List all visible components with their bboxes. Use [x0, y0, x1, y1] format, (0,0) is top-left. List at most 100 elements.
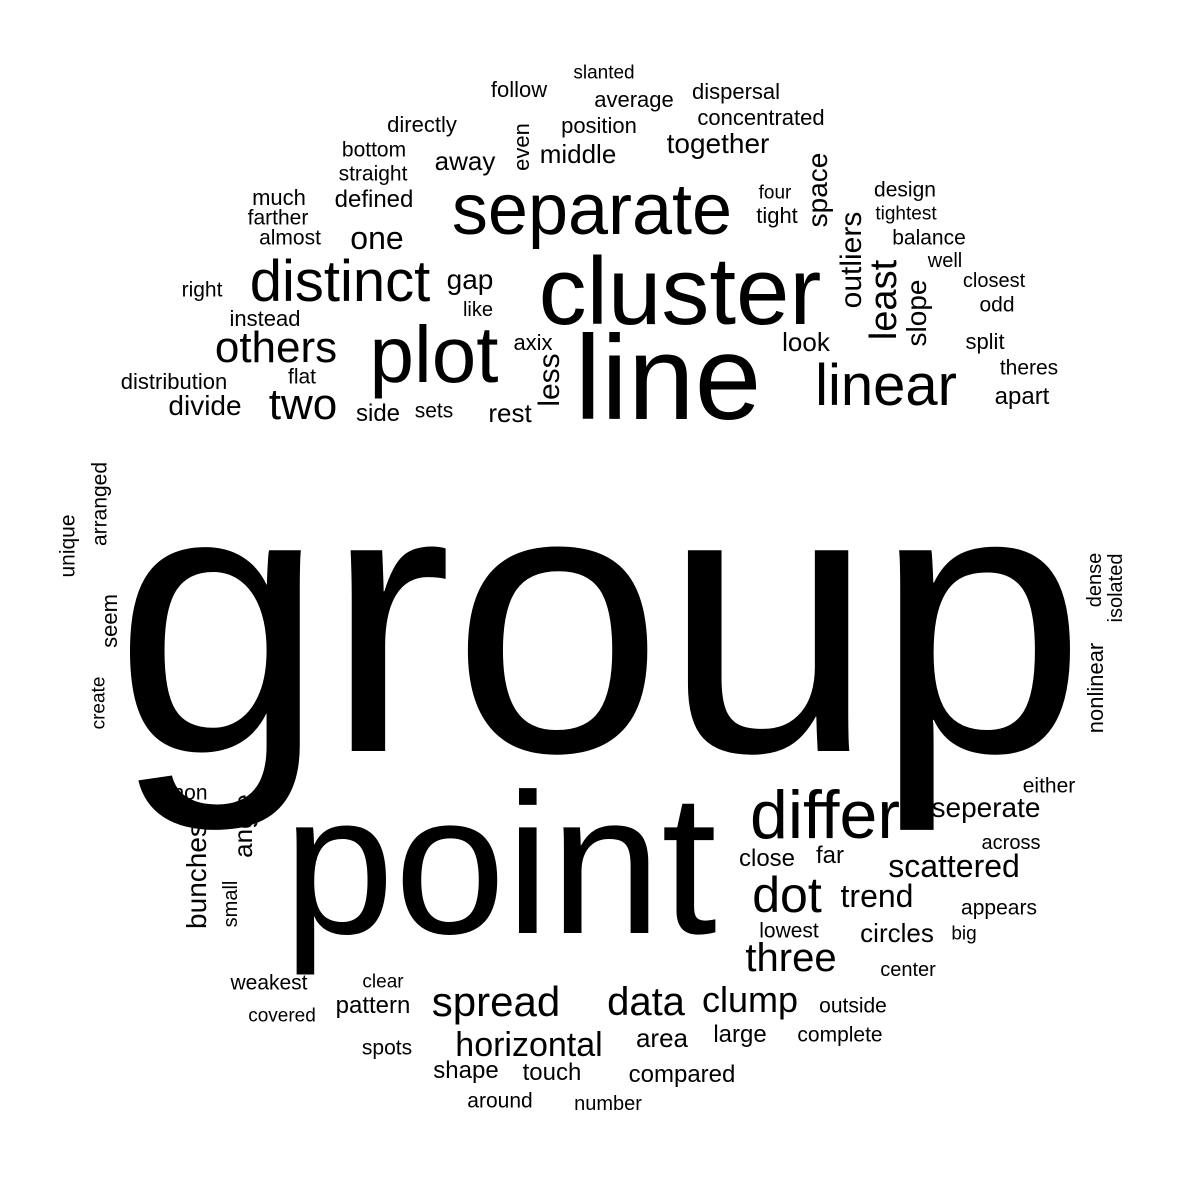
word-theres: theres: [999, 356, 1059, 380]
word-seperate: seperate: [931, 792, 1041, 823]
word-scattered: scattered: [888, 848, 1020, 884]
word-defined: defined: [334, 186, 414, 213]
word-split: split: [965, 329, 1005, 354]
word-large: large: [713, 1021, 767, 1048]
word-right: right: [181, 278, 223, 302]
word-space: space: [802, 152, 833, 228]
word-like: like: [462, 299, 494, 321]
word-one: one: [350, 220, 404, 256]
word-clear: clear: [362, 971, 404, 993]
word-close: close: [738, 845, 796, 872]
word-rest: rest: [488, 398, 532, 428]
word-less: less: [533, 353, 566, 407]
word-data: data: [607, 980, 685, 1024]
word-small: small: [220, 880, 242, 928]
word-linear: linear: [815, 353, 957, 418]
word-either: either: [1022, 774, 1076, 798]
word-sets: sets: [414, 399, 454, 423]
word-big: big: [951, 923, 977, 945]
word-dispersal: dispersal: [691, 79, 781, 104]
word-away: away: [434, 146, 496, 176]
word-side: side: [355, 400, 401, 427]
word-axix: axix: [513, 330, 553, 355]
word-closest: closest: [962, 270, 1026, 292]
word-lowest: lowest: [759, 919, 819, 943]
word-gap: gap: [446, 264, 494, 295]
word-directly: directly: [387, 112, 457, 137]
word-isolated: isolated: [1105, 553, 1127, 623]
word-center: center: [880, 959, 936, 981]
word-tightest: tightest: [875, 203, 937, 225]
word-far: far: [815, 842, 845, 869]
word-average: average: [594, 87, 674, 112]
word-others: others: [214, 323, 338, 372]
word-non: non: [172, 781, 208, 805]
word-instead: instead: [229, 306, 301, 331]
word-horizontal: horizontal: [455, 1026, 603, 1064]
word-arranged: arranged: [88, 461, 112, 547]
word-divide: divide: [168, 390, 242, 421]
word-spots: spots: [361, 1036, 413, 1060]
word-straight: straight: [338, 162, 408, 186]
word-bunches: bunches: [181, 823, 212, 929]
word-follow: follow: [490, 77, 548, 102]
word-differ: differ: [750, 777, 900, 853]
word-nonlinear: nonlinear: [1083, 642, 1108, 734]
word-position: position: [561, 113, 637, 138]
word-dense: dense: [1084, 552, 1106, 608]
word-least: least: [863, 259, 905, 341]
word-clump: clump: [701, 979, 799, 1020]
word-odd: odd: [979, 293, 1015, 317]
word-touch: touch: [522, 1059, 582, 1086]
word-almost: almost: [259, 226, 321, 250]
word-compared: compared: [628, 1061, 736, 1088]
word-design: design: [874, 178, 936, 202]
word-trend: trend: [840, 878, 914, 914]
word-appears: appears: [961, 896, 1037, 920]
word-apart: apart: [994, 383, 1050, 410]
word-even: even: [509, 123, 534, 171]
word-across: across: [981, 832, 1041, 854]
word-balance: balance: [892, 226, 966, 250]
word-circles: circles: [860, 918, 934, 948]
word-create: create: [88, 676, 110, 730]
word-middle: middle: [539, 139, 617, 169]
word-weakest: weakest: [230, 971, 308, 995]
word-spread: spread: [431, 978, 561, 1025]
word-distribution: distribution: [120, 369, 228, 394]
word-shape: shape: [433, 1057, 499, 1084]
word-outliers: outliers: [835, 211, 868, 309]
word-look: look: [782, 327, 830, 357]
word-line: line: [574, 311, 762, 445]
word-farther: farther: [247, 206, 309, 230]
word-separate: separate: [451, 170, 733, 250]
word-group: group: [114, 407, 1086, 832]
word-unique: unique: [56, 514, 80, 578]
word-slope: slope: [901, 279, 932, 347]
word-complete: complete: [797, 1023, 883, 1047]
word-concentrated: concentrated: [697, 105, 825, 130]
word-pattern: pattern: [335, 992, 411, 1019]
word-covered: covered: [248, 1005, 316, 1027]
word-much: much: [252, 185, 306, 210]
word-three: three: [745, 936, 837, 980]
word-tight: tight: [756, 203, 798, 228]
word-two: two: [268, 380, 338, 429]
word-plot: plot: [369, 310, 499, 399]
word-outside: outside: [819, 994, 887, 1018]
word-area: area: [635, 1023, 689, 1053]
word-bottom: bottom: [341, 138, 407, 162]
word-distinct: distinct: [249, 249, 431, 314]
word-around: around: [467, 1089, 533, 1113]
word-well: well: [927, 250, 963, 272]
word-four: four: [758, 182, 792, 204]
word-dot: dot: [752, 867, 822, 923]
word-point: point: [283, 753, 717, 976]
word-seem: seem: [97, 594, 122, 648]
word-cluster: cluster: [538, 238, 822, 345]
word-flat: flat: [287, 365, 317, 389]
word-angle: angle: [228, 794, 258, 858]
word-slanted: slanted: [573, 62, 635, 84]
word-number: number: [574, 1093, 642, 1115]
